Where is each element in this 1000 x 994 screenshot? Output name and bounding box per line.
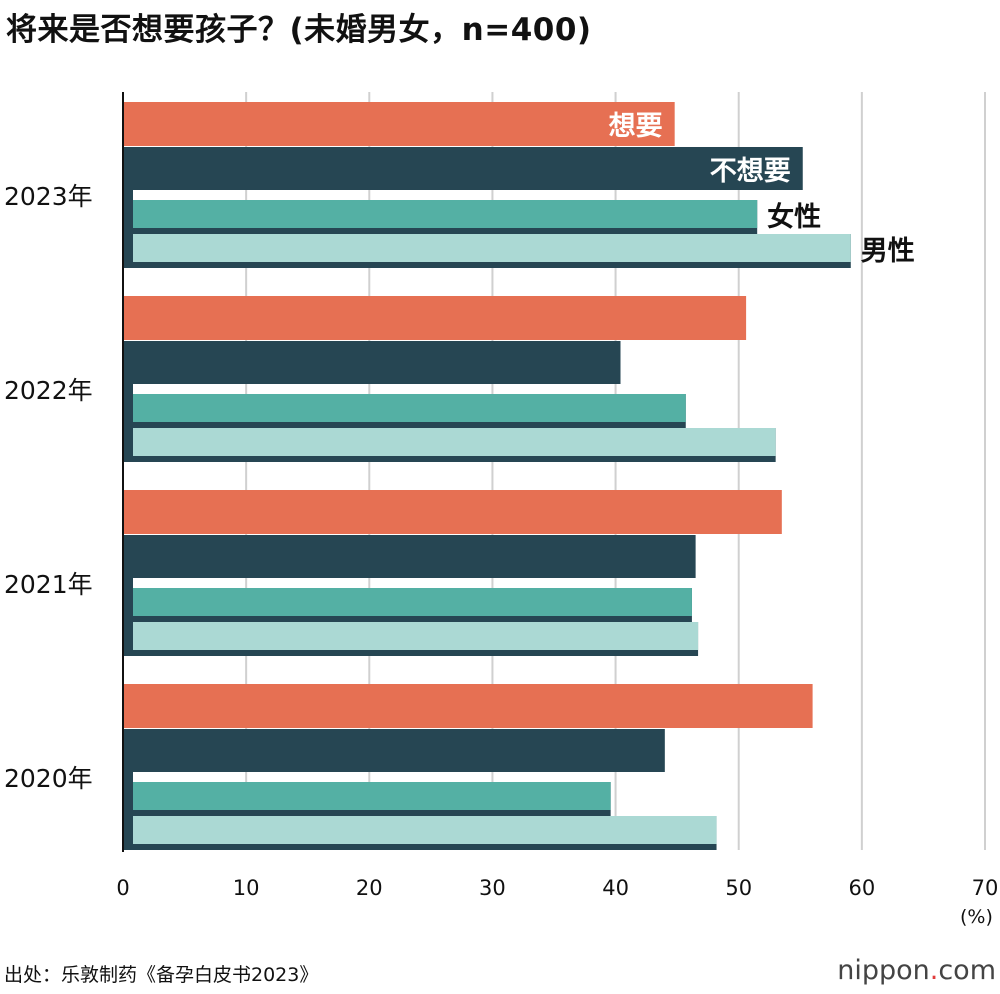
x-tick-label: 20	[356, 876, 383, 900]
nippon-logo: nippon.com	[837, 955, 996, 986]
bar-not-want	[123, 147, 803, 190]
category-label: 2021年	[4, 570, 93, 599]
label-want: 想要	[609, 111, 663, 142]
x-axis-unit: (%)	[960, 906, 993, 928]
bar-male	[133, 816, 717, 844]
bar-male	[133, 428, 776, 456]
bar-female	[133, 782, 611, 810]
x-tick-label: 30	[479, 876, 506, 900]
bar-male	[133, 622, 699, 650]
bar-not-want	[123, 729, 665, 772]
bar-female	[133, 394, 686, 422]
bar-female	[133, 588, 692, 616]
bar-want	[123, 296, 747, 340]
category-label: 2022年	[4, 376, 93, 405]
category-label: 2020年	[4, 764, 93, 793]
bar-want	[123, 490, 782, 534]
label-not-want: 不想要	[710, 156, 791, 187]
x-tick-label: 50	[725, 876, 752, 900]
chart-title: 将来是否想要孩子？(未婚男女，n=400)	[6, 12, 592, 48]
x-tick-label: 10	[233, 876, 260, 900]
label-male: 男性	[861, 236, 915, 267]
source-note: 出处：乐敦制药《备孕白皮书2023》	[4, 964, 319, 986]
x-tick-label: 70	[972, 876, 999, 900]
x-tick-label: 0	[116, 876, 129, 900]
category-label: 2023年	[4, 182, 93, 211]
bar-not-want	[123, 341, 621, 384]
x-tick-label: 60	[848, 876, 875, 900]
bar-want	[123, 684, 813, 728]
bar-want	[123, 102, 675, 146]
bar-male	[133, 234, 851, 262]
bar-not-want	[123, 535, 696, 578]
bar-female	[133, 200, 758, 228]
x-tick-label: 40	[602, 876, 629, 900]
label-female: 女性	[767, 201, 821, 233]
